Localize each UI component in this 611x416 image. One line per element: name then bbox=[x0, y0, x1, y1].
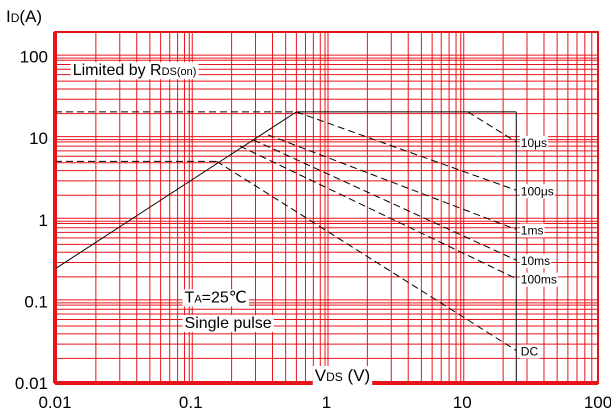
tick-labels: 0.01 0.1 1 10 100 0.01 0.1 1 10 100 bbox=[15, 48, 611, 412]
series-line-1ms bbox=[267, 134, 517, 230]
curve-label-background bbox=[519, 184, 555, 199]
y-tick-label: 10 bbox=[29, 129, 48, 148]
condition-pulse-group: Single pulse bbox=[182, 314, 274, 332]
series-line-10ms bbox=[253, 139, 517, 261]
y-tick-label: 0.1 bbox=[24, 292, 48, 311]
series-line-100-s bbox=[296, 111, 517, 191]
x-axis-title-background bbox=[312, 366, 373, 385]
series-line-10-s bbox=[467, 111, 517, 143]
y-tick-label: 100 bbox=[20, 48, 48, 67]
curve-label-background bbox=[519, 272, 558, 287]
curve-labels: 10μs 100μs 1ms 10ms 100ms DC bbox=[519, 135, 558, 359]
curve-label-10ms: 10ms bbox=[521, 254, 550, 268]
x-tick-label: 0.01 bbox=[38, 393, 71, 412]
y-tick-label: 1 bbox=[39, 211, 48, 230]
curve-label-10-s: 10μs bbox=[521, 136, 547, 150]
x-tick-label: 10 bbox=[453, 393, 472, 412]
limit-annotation: Limited by RDS(on) bbox=[73, 62, 197, 79]
condition-pulse-background bbox=[182, 314, 274, 332]
x-axis-title-group: VDS (V) bbox=[312, 366, 373, 385]
curve-label-background bbox=[519, 135, 549, 150]
curve-label-dc: DC bbox=[521, 345, 539, 359]
curve-label-background bbox=[519, 223, 545, 238]
condition-pulse-annotation: Single pulse bbox=[185, 315, 272, 332]
curve-label-background bbox=[519, 344, 540, 359]
condition-temp-group: TA=25℃ bbox=[182, 289, 249, 307]
x-tick-label: 1 bbox=[322, 393, 331, 412]
series-line-100ms bbox=[239, 145, 517, 280]
x-axis-title: VDS (V) bbox=[315, 366, 370, 385]
condition-temp-background bbox=[182, 289, 249, 307]
series-line-limited-by-rds-on bbox=[54, 111, 297, 270]
x-tick-label: 0.1 bbox=[179, 393, 203, 412]
limit-annotation-group: Limited by RDS(on) bbox=[70, 62, 199, 80]
x-tick-label: 100 bbox=[584, 393, 611, 412]
curve-label-100ms: 100ms bbox=[521, 273, 557, 287]
curve-label-100-s: 100μs bbox=[521, 184, 554, 198]
y-tick-label: 0.01 bbox=[15, 374, 48, 393]
limit-annotation-background bbox=[70, 62, 199, 80]
curve-label-background bbox=[519, 254, 552, 269]
curve-label-1ms: 1ms bbox=[521, 224, 544, 238]
condition-temp-annotation: TA=25℃ bbox=[185, 289, 247, 306]
y-axis-title: ID(A) bbox=[6, 7, 42, 26]
series-layer bbox=[54, 111, 517, 383]
grid bbox=[53, 31, 598, 385]
series-line-dc bbox=[216, 160, 517, 351]
